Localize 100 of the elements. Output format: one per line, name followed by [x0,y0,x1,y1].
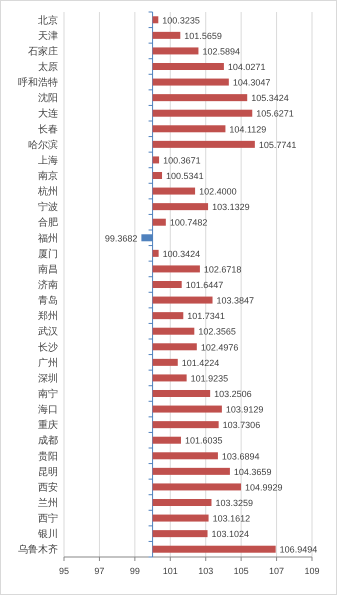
y-tick-label: 乌鲁木齐 [18,544,58,556]
bar [152,406,222,413]
data-label: 102.4976 [200,342,238,352]
data-label: 105.3424 [251,93,289,104]
data-label: 103.1024 [212,529,250,540]
data-label: 104.3659 [234,466,272,477]
data-label: 103.1329 [212,202,250,212]
y-tick-label: 济南 [38,279,58,291]
y-tick-label: 武汉 [38,326,58,338]
y-tick-label: 长春 [38,123,58,136]
y-tick-label: 郑州 [38,310,58,322]
data-label: 102.5894 [202,46,240,56]
data-label: 100.3424 [162,248,200,259]
bar [152,374,187,382]
data-label: 99.3682 [104,233,138,244]
bar [152,530,208,538]
data-label: 104.3047 [232,78,270,88]
bar [152,203,208,210]
y-tick-label: 西宁 [38,512,58,525]
bar [152,312,184,320]
bar [152,265,200,272]
data-label: 103.1612 [212,514,250,524]
y-tick-label: 南宁 [38,388,58,400]
bar [152,16,158,24]
data-label: 102.3565 [198,326,236,337]
data-label: 101.9235 [190,373,228,384]
x-tick-label: 101 [162,566,178,576]
data-label: 101.6447 [186,280,224,290]
bar [152,156,160,164]
bar [152,436,181,444]
data-label: 102.6718 [204,264,242,274]
x-tick-label: 99 [130,566,140,576]
bar [152,140,255,148]
x-tick-label: 107 [269,566,284,576]
y-tick-label: 宁波 [38,201,58,214]
bar [152,296,213,304]
bar [152,483,242,490]
data-label: 103.3259 [215,498,254,508]
bar [152,280,182,288]
y-tick-label: 昆明 [38,466,58,478]
data-label: 104.0271 [228,62,266,72]
bar [152,218,166,226]
y-tick-label: 西安 [38,481,58,494]
y-tick-label: 青岛 [38,294,58,307]
bar [152,78,229,86]
bar [152,358,178,366]
bar [152,62,224,70]
x-tick-label: 105 [234,566,249,576]
data-label: 103.9129 [226,404,264,415]
y-tick-label: 银川 [37,528,58,540]
y-tick-label: 沈阳 [38,92,58,104]
bar [152,514,209,522]
x-tick-label: 103 [198,566,214,576]
x-tick-label: 97 [94,566,104,576]
bar [152,468,230,475]
bar [152,110,252,117]
data-label: 100.3671 [163,155,201,166]
data-label: 104.9929 [245,482,283,492]
data-label: 106.9494 [280,544,318,555]
bar [152,452,218,460]
y-tick-label: 成都 [38,434,58,447]
data-label: 101.6035 [184,436,223,446]
bar [152,546,276,553]
data-label: 101.7341 [187,311,225,322]
y-tick-label: 哈尔滨 [28,138,58,151]
x-tick-label: 109 [304,566,320,576]
bar [152,94,248,102]
y-tick-label: 重庆 [38,419,58,432]
bar [152,421,219,428]
data-label: 103.7306 [222,420,260,430]
y-tick-label: 福州 [38,232,58,244]
bar [152,328,194,335]
data-label: 101.4224 [182,358,220,368]
y-tick-label: 南京 [38,170,58,182]
bar [152,498,212,506]
y-tick-label: 太原 [38,61,58,73]
bar [152,172,162,180]
bar [152,47,198,54]
bar [152,32,180,39]
bar [152,125,226,132]
y-tick-label: 石家庄 [28,45,58,58]
data-label: 103.6894 [222,451,260,462]
data-label: 105.7741 [258,140,296,150]
y-tick-label: 厦门 [38,248,58,260]
y-tick-label: 广州 [38,356,58,369]
data-label: 101.5659 [184,30,222,41]
bar [152,390,210,398]
y-tick-label: 北京 [38,14,58,26]
data-label: 100.7482 [170,218,208,228]
data-label: 104.1129 [229,124,266,134]
y-tick-label: 天津 [38,30,58,42]
y-tick-label: 贵阳 [38,450,58,462]
y-tick-label: 合肥 [38,216,58,229]
y-tick-label: 兰州 [38,497,58,509]
y-tick-label: 海口 [38,404,58,416]
data-label: 102.4000 [199,186,237,197]
bar [152,343,197,350]
y-tick-label: 杭州 [37,186,58,198]
data-label: 103.2506 [214,389,252,399]
bar [152,188,196,195]
